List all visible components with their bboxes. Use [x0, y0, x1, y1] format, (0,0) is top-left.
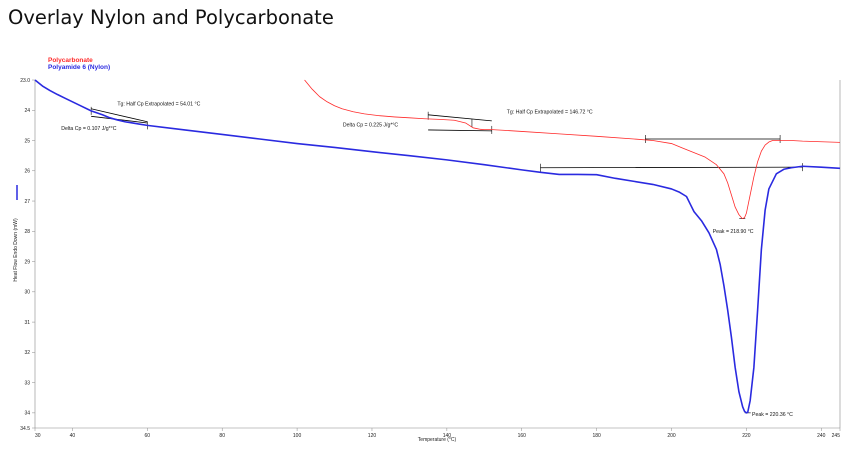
- x-tick-label: 100: [293, 433, 302, 439]
- y-tick-label: 30: [24, 290, 30, 296]
- x-tick-label: 220: [742, 433, 751, 439]
- tg-nylon-tangent-line: [91, 108, 148, 123]
- annotation-label: Tg: Half Cp Extrapolated = 54.01 °C: [117, 102, 200, 108]
- x-tick-label: 140: [443, 433, 452, 439]
- y-tick-label: 29: [24, 259, 30, 265]
- y-tick-label: 33: [24, 380, 30, 386]
- y-tick-label: 34: [24, 411, 30, 417]
- y-tick-label: 34.5: [20, 426, 30, 432]
- series-line-nylon: [34, 79, 841, 414]
- x-tick-label: 60: [145, 433, 151, 439]
- y-tick-label: 31: [24, 320, 30, 326]
- y-tick-label: 28: [24, 229, 30, 235]
- annotation-label: Tg: Half Cp Extrapolated = 146.72 °C: [507, 109, 593, 115]
- y-tick-label: 25: [24, 138, 30, 144]
- x-tick-label: 200: [667, 433, 676, 439]
- x-tick-label: 40: [70, 433, 76, 439]
- x-tick-label: 245: [832, 433, 841, 439]
- legend-entry-polycarbonate: Polycarbonate: [48, 57, 93, 64]
- annotation-label: Delta Cp = 0.225 J/g*°C: [343, 122, 399, 128]
- y-tick-label: 27: [24, 199, 30, 205]
- x-tick-label: 80: [219, 433, 225, 439]
- tg-pc-tangent-line: [428, 114, 492, 122]
- annotation-label: Peak = 218.90 °C: [713, 229, 754, 235]
- annotation-label: Delta Cp = 0.107 J/g*°C: [61, 126, 117, 132]
- y-axis-label: Heat Flow Endo Down (mW): [13, 218, 19, 282]
- slide-title: Overlay Nylon and Polycarbonate: [8, 6, 334, 29]
- tg-pc-tangent-line: [428, 129, 492, 132]
- y-tick-label: 26: [24, 169, 30, 175]
- x-tick-label: 160: [518, 433, 527, 439]
- legend-entry-nylon: Polyamide 6 (Nylon): [48, 64, 111, 71]
- annotation-label: Peak = 220.36 °C: [752, 412, 793, 418]
- y-tick-label: 24: [24, 108, 30, 114]
- chart-legend: Polycarbonate Polyamide 6 (Nylon): [48, 57, 110, 71]
- series-line-polycarbonate: [304, 79, 841, 219]
- x-tick-label: 120: [368, 433, 377, 439]
- nylon-peak-baseline: [540, 166, 803, 169]
- x-axis-label: Temperature (°C): [418, 437, 457, 443]
- x-tick-label: 30: [35, 433, 41, 439]
- y-tick-label: 23.0: [20, 78, 30, 84]
- x-tick-label: 180: [592, 433, 601, 439]
- y-tick-label: 32: [24, 350, 30, 356]
- x-tick-label: 240: [817, 433, 826, 439]
